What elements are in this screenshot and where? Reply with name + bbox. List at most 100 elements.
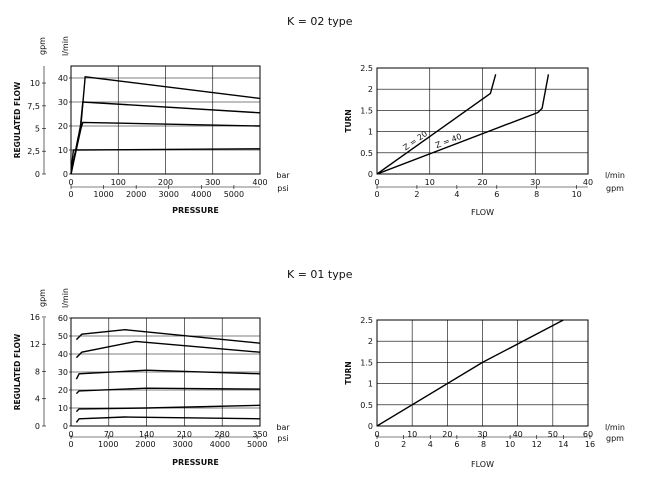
x-tick-label: 0 <box>374 430 379 439</box>
y-axis-label: TURN <box>344 109 353 132</box>
y-tick-label: 1.5 <box>360 106 373 115</box>
y-tick-label: 40 <box>58 350 68 359</box>
y-tick-label: 20 <box>58 122 68 131</box>
y-tick-label: 0 <box>63 170 68 179</box>
x2-tick-label: 2 <box>414 190 419 199</box>
series-line <box>75 416 261 423</box>
y-tick-label: 30 <box>58 98 68 107</box>
x-tick-label: 40 <box>513 430 523 439</box>
x2-unit-label: psi <box>277 434 288 443</box>
y-tick-label: 2 <box>368 85 373 94</box>
x-tick-label: 30 <box>530 178 540 187</box>
x-unit-label: l/min <box>605 171 625 180</box>
y2-tick-label: 12 <box>30 340 40 349</box>
x-tick-label: 0 <box>68 430 73 439</box>
y2-unit-label: gpm <box>38 37 47 55</box>
x2-tick-label: 8 <box>481 440 486 449</box>
x2-tick-label: 4 <box>454 190 459 199</box>
y-tick-label: 2 <box>368 337 373 346</box>
x2-tick-label: 6 <box>494 190 499 199</box>
y2-tick-label: 7,5 <box>27 102 40 111</box>
x-tick-label: 40 <box>583 178 593 187</box>
y-tick-label: 40 <box>58 74 68 83</box>
y-tick-label: 1 <box>368 128 373 137</box>
y2-tick-label: 0 <box>35 422 40 431</box>
series-line <box>75 328 261 344</box>
x2-tick-label: 6 <box>454 440 459 449</box>
x2-tick-label: 0 <box>68 440 73 449</box>
x-axis-label: PRESSURE <box>172 458 219 467</box>
x-tick-label: 100 <box>111 178 126 187</box>
x-axis-label: FLOW <box>471 208 494 217</box>
x-axis-label: PRESSURE <box>172 206 219 215</box>
k01-pressure-group: 0 70 140 210 280 350 0 10 20 30 40 50 60 0 4 8 12 16 l/min… <box>13 288 290 467</box>
y-tick-label: 60 <box>58 314 68 323</box>
y2-tick-label: 8 <box>35 367 40 376</box>
x-tick-label: 280 <box>215 430 230 439</box>
y-tick-label: 1.5 <box>360 358 373 367</box>
x-unit-label: l/min <box>605 423 625 432</box>
x2-tick-label: 5000 <box>224 190 244 199</box>
x-tick-label: 200 <box>158 178 173 187</box>
x2-tick-label: 2000 <box>135 440 155 449</box>
x-tick-label: 0 <box>374 178 379 187</box>
y-tick-label: 50 <box>58 332 68 341</box>
y2-tick-label: 2,5 <box>27 147 40 156</box>
x-tick-label: 300 <box>205 178 220 187</box>
x-tick-label: 50 <box>548 430 558 439</box>
x2-tick-label: 10 <box>572 190 582 199</box>
x2-tick-label: 1000 <box>98 440 118 449</box>
x2-tick-label: 16 <box>585 440 595 449</box>
x2-tick-label: 1000 <box>93 190 113 199</box>
x2-tick-label: 5000 <box>247 440 267 449</box>
series-line <box>75 340 261 359</box>
y-axis-label: TURN <box>344 361 353 384</box>
y-axis-label: REGULATED FLOW <box>13 333 22 410</box>
y-tick-label: 10 <box>58 404 68 413</box>
y-tick-label: 2.5 <box>360 64 373 73</box>
x-tick-label: 400 <box>252 178 267 187</box>
x-tick-label: 10 <box>425 178 435 187</box>
y2-tick-label: 5 <box>35 124 40 133</box>
x2-tick-label: 4 <box>428 440 433 449</box>
y-tick-label: 10 <box>58 146 68 155</box>
x2-tick-label: 4000 <box>191 190 211 199</box>
x2-tick-label: 3000 <box>159 190 179 199</box>
x2-tick-label: 2 <box>401 440 406 449</box>
series-line <box>376 74 550 175</box>
series-line <box>75 404 261 413</box>
k02-pressure-group: 0 100 200 300 40001020304002,557,510l/mingpm… <box>13 36 290 215</box>
x-tick-label: 0 <box>68 178 73 187</box>
k02-flow-group: 0 10 20 30 40 0 0.5 1 1.5 2 2.5 TURN 0 2 4 6 8 10 l/min gpm… <box>344 64 625 217</box>
y-tick-label: 30 <box>58 368 68 377</box>
x-axis-label: FLOW <box>471 460 494 469</box>
x2-tick-label: 10 <box>505 440 515 449</box>
y-axis-label: REGULATED FLOW <box>13 81 22 158</box>
x-tick-label: 70 <box>104 430 114 439</box>
series-line <box>70 121 261 175</box>
x2-tick-label: 8 <box>534 190 539 199</box>
y-tick-label: 0 <box>63 422 68 431</box>
y-tick-label: 1 <box>368 380 373 389</box>
x-tick-label: 140 <box>139 430 154 439</box>
x2-tick-label: 4000 <box>210 440 230 449</box>
x2-tick-label: 14 <box>558 440 568 449</box>
x-tick-label: 20 <box>442 430 452 439</box>
y-tick-label: 0.5 <box>360 149 373 158</box>
x2-unit-label: psi <box>277 184 288 193</box>
y2-unit-label: gpm <box>38 289 47 307</box>
x2-tick-label: 0 <box>374 190 379 199</box>
x2-tick-label: 12 <box>532 440 542 449</box>
y-tick-label: 2.5 <box>360 316 373 325</box>
x2-tick-label: 0 <box>68 190 73 199</box>
series-line <box>376 74 497 175</box>
y-unit-label: l/min <box>61 36 70 56</box>
section-title-k02: K = 02 type <box>287 15 353 28</box>
y-tick-label: 20 <box>58 386 68 395</box>
y2-tick-label: 10 <box>30 79 40 88</box>
x2-unit-label: gpm <box>606 434 624 443</box>
x-tick-label: 20 <box>477 178 487 187</box>
series-line <box>75 369 261 380</box>
y-tick-label: 0 <box>368 170 373 179</box>
